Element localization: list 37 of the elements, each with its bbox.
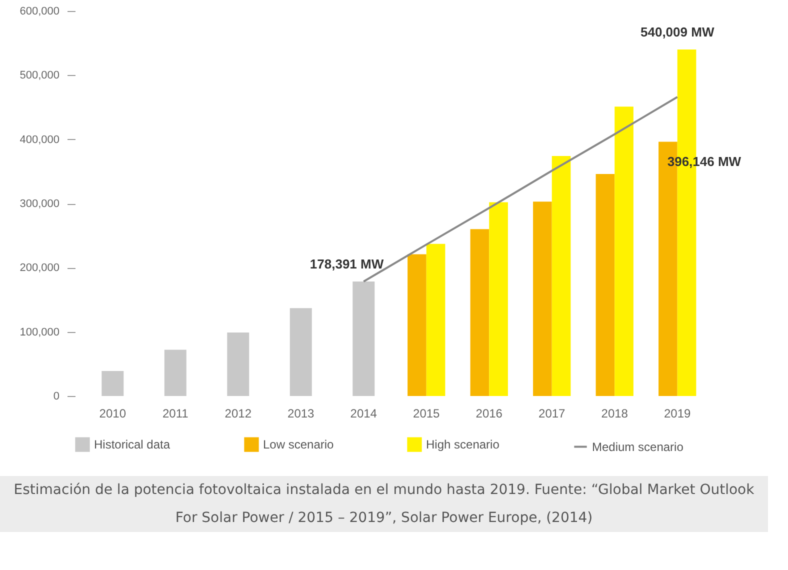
bar	[470, 229, 490, 396]
y-tick-label: 0	[53, 390, 60, 402]
bar	[552, 156, 571, 396]
annotation: 178,391 MW	[310, 256, 384, 272]
bar	[533, 202, 552, 396]
legend-label: High scenario	[426, 438, 500, 452]
bar	[102, 370, 124, 396]
x-tick-label: 2016	[476, 406, 503, 420]
bar	[614, 106, 634, 396]
y-tick-label: 100,000	[20, 326, 60, 338]
bar	[164, 350, 186, 396]
x-tick-label: 2018	[601, 406, 628, 420]
y-tick-label: 400,000	[20, 134, 60, 146]
bar	[227, 332, 250, 396]
y-tick-label: 300,000	[20, 198, 60, 210]
x-tick-label: 2015	[413, 406, 440, 420]
x-tick-label: 2013	[288, 406, 315, 420]
y-tick-label: 200,000	[20, 262, 60, 274]
y-tick-label: 500,000	[20, 70, 60, 82]
x-tick-label: 2010	[99, 406, 126, 420]
annotation: 540,009 MW	[640, 24, 715, 40]
bar	[290, 308, 312, 396]
x-tick-label: 2017	[538, 406, 566, 420]
legend-label: Medium scenario	[592, 440, 684, 454]
legend-label: Low scenario	[263, 438, 334, 452]
x-tick-label: 2014	[350, 406, 378, 420]
x-tick-label: 2011	[162, 406, 189, 420]
bar	[489, 202, 508, 396]
bar	[408, 254, 426, 396]
y-tick-label: 600,000	[20, 6, 60, 18]
bar	[426, 244, 446, 396]
x-tick-label: 2012	[224, 406, 252, 420]
text: Estimación de la potencia fotovoltaica instalada en el mundo hasta 2019. Fuente: “Global Market Outlook For Solar Power / 2015 – 2019”, Solar Power Europe, (2014)	[0, 476, 768, 532]
bar	[596, 174, 615, 396]
bar	[352, 282, 375, 396]
x-tick-label: 2019	[664, 406, 692, 420]
legend-label: Historical data	[94, 438, 170, 452]
